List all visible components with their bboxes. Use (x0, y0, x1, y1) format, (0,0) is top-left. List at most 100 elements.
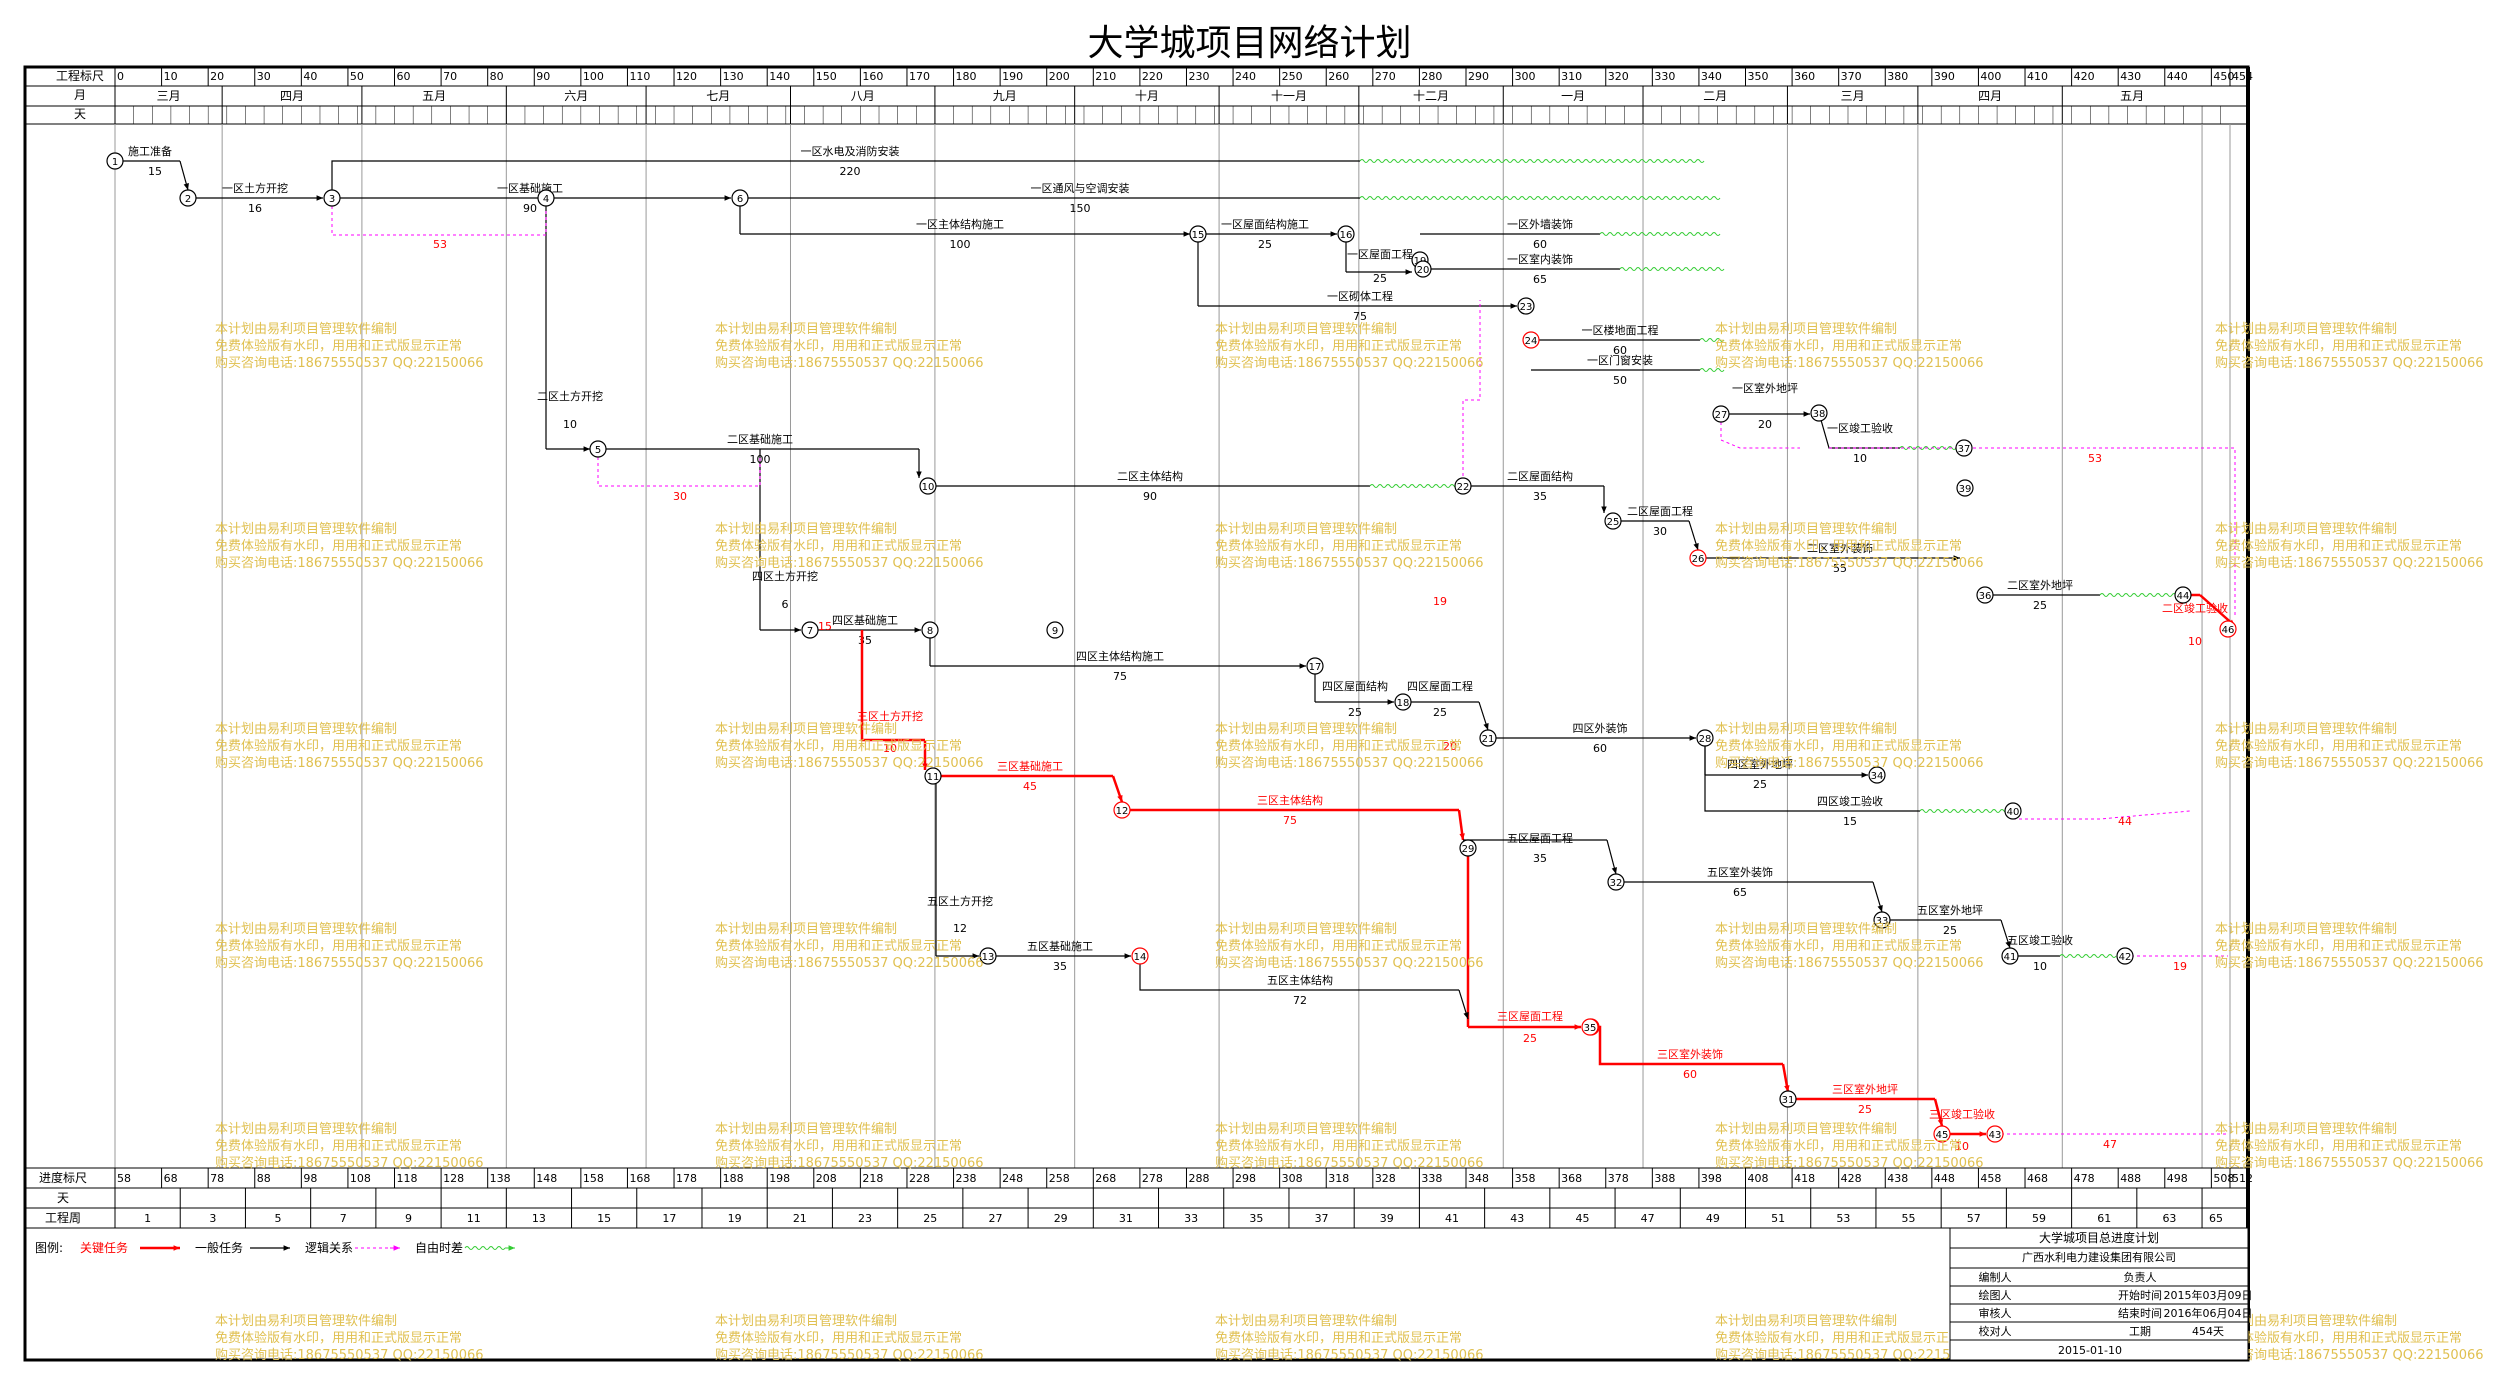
task-duration: 150 (1070, 202, 1091, 215)
node-number: 39 (1959, 484, 1972, 495)
week-number: 43 (1510, 1212, 1524, 1225)
network-node (1113, 801, 1131, 819)
network-node (106, 152, 124, 170)
info-value: 2016年06月04日 (2164, 1306, 2253, 1320)
watermark-text: 本计划由易利项目管理软件编制 (715, 1314, 897, 1329)
free-float-line (1599, 232, 1721, 236)
watermark-text: 购买咨询电话:18675550537 QQ:22150066 (2215, 1155, 2484, 1171)
watermark-text: 购买咨询电话:18675550537 QQ:22150066 (1215, 1155, 1484, 1171)
task-duration: 45 (1023, 780, 1037, 793)
watermark-text: 免费体验版有水印，用用和正式版显示正常 (2215, 338, 2462, 354)
task-duration: 65 (1733, 886, 1747, 899)
node-number: 29 (1462, 844, 1475, 855)
network-node (1604, 512, 1622, 530)
arrow-head (1510, 303, 1517, 309)
watermark-text: 免费体验版有水印，用用和正式版显示正常 (1215, 1138, 1462, 1154)
week-number: 7 (340, 1212, 347, 1225)
scale-tick-label: 90 (536, 70, 550, 83)
bottom-tick-label: 168 (629, 1172, 650, 1185)
network-node (1454, 477, 1472, 495)
free-float-line (1359, 196, 1721, 200)
task-name: 一区土方开挖 (222, 181, 288, 195)
task-name: 四区屋面结构 (1322, 679, 1388, 693)
scale-tick-label: 220 (1142, 70, 1163, 83)
node-number: 20 (1417, 265, 1430, 276)
network-node (1689, 549, 1707, 567)
float-value: 47 (2103, 1138, 2117, 1151)
watermark-text: 免费体验版有水印，用用和正式版显示正常 (215, 538, 462, 554)
task-duration: 20 (1758, 418, 1772, 431)
watermark-text: 免费体验版有水印，用用和正式版显示正常 (215, 1330, 462, 1346)
bottom-tick-label: 328 (1375, 1172, 1396, 1185)
watermark-text: 购买咨询电话:18675550537 QQ:22150066 (1215, 955, 1484, 971)
week-number: 39 (1380, 1212, 1394, 1225)
arrow-head (173, 1245, 180, 1251)
task-duration: 60 (1683, 1068, 1697, 1081)
task-duration: 75 (1113, 670, 1127, 683)
bottom-tick-label: 358 (1515, 1172, 1536, 1185)
week-number: 9 (405, 1212, 412, 1225)
bottom-tick-label: 68 (164, 1172, 178, 1185)
watermark-text: 本计划由易利项目管理软件编制 (2215, 1314, 2397, 1329)
month-label: 六月 (564, 89, 588, 103)
watermark-text: 免费体验版有水印，用用和正式版显示正常 (1215, 938, 1462, 954)
watermark-text: 购买咨询电话:18675550537 QQ:22150066 (215, 1347, 484, 1363)
watermark-text: 购买咨询电话:18675550537 QQ:22150066 (1715, 755, 1984, 771)
watermark-text: 本计划由易利项目管理软件编制 (2215, 722, 2397, 737)
watermark-text: 购买咨询电话:18675550537 QQ:22150066 (1215, 1347, 1484, 1363)
watermark-text: 本计划由易利项目管理软件编制 (215, 922, 397, 937)
progress-scale-label: 进度标尺 (39, 1170, 87, 1185)
task-name: 一区水电及消防安装 (801, 144, 900, 158)
task-duration: 90 (1143, 490, 1157, 503)
node-number: 9 (1052, 626, 1058, 637)
bottom-tick-label: 418 (1794, 1172, 1815, 1185)
bottom-tick-label: 498 (2167, 1172, 2188, 1185)
free-float-line (1919, 809, 2009, 813)
legend-label: 图例: (35, 1241, 63, 1255)
info-key: 校对人 (1979, 1324, 2012, 1338)
task-duration: 25 (1433, 706, 1447, 719)
watermark-text: 免费体验版有水印，用用和正式版显示正常 (215, 338, 462, 354)
task-duration: 6 (782, 598, 789, 611)
scale-tick-label: 110 (629, 70, 650, 83)
watermark-text: 免费体验版有水印，用用和正式版显示正常 (2215, 738, 2462, 754)
task-name: 一区屋面工程 (1347, 248, 1413, 261)
watermark-text: 本计划由易利项目管理软件编制 (1715, 722, 1897, 737)
task-name: 五区主体结构 (1267, 973, 1333, 987)
activity-path (597, 457, 761, 487)
scale-tick-label: 340 (1701, 70, 1722, 83)
bottom-tick-label: 228 (909, 1172, 930, 1185)
network-node (2001, 947, 2019, 965)
watermark-text: 本计划由易利项目管理软件编制 (1215, 522, 1397, 537)
network-node (979, 947, 997, 965)
task-name: 一区外墙装饰 (1507, 217, 1573, 231)
bottom-tick-label: 218 (862, 1172, 883, 1185)
task-name: 一区主体结构施工 (916, 217, 1004, 231)
watermark-text: 购买咨询电话:18675550537 QQ:22150066 (715, 1155, 984, 1171)
scale-tick-label: 250 (1282, 70, 1303, 83)
watermark-text: 本计划由易利项目管理软件编制 (715, 522, 897, 537)
watermark-text: 本计划由易利项目管理软件编制 (1715, 322, 1897, 337)
week-number: 31 (1119, 1212, 1133, 1225)
scale-tick-label: 330 (1654, 70, 1675, 83)
task-name: 三区竣工验收 (1929, 1107, 1995, 1121)
task-duration: 72 (1293, 994, 1307, 1007)
scale-tick-label: 290 (1468, 70, 1489, 83)
network-node (1131, 947, 1149, 965)
network-node (1712, 405, 1730, 423)
task-name: 二区屋面结构 (1507, 469, 1573, 483)
scale-tick-label: 430 (2120, 70, 2141, 83)
arrow-head (1803, 411, 1810, 417)
task-duration: 10 (883, 742, 897, 755)
network-node (921, 621, 939, 639)
scale-tick-label: 40 (303, 70, 317, 83)
scale-tick-label: 120 (676, 70, 697, 83)
activity-path (1720, 422, 1800, 449)
scale-tick-label: 350 (1748, 70, 1769, 83)
info-value: 454天 (2192, 1325, 2224, 1338)
week-number: 21 (793, 1212, 807, 1225)
month-label: 十月 (1135, 89, 1159, 103)
float-value: 19 (1433, 595, 1447, 608)
watermark-text: 本计划由易利项目管理软件编制 (715, 922, 897, 937)
arrow-head (724, 195, 731, 201)
